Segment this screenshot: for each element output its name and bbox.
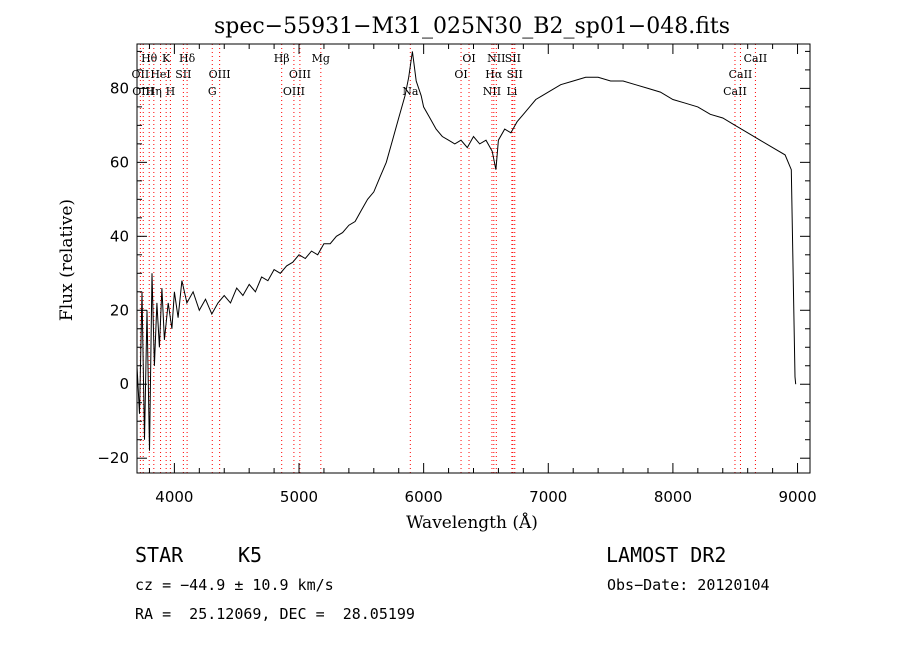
spectral-line-markers — [139, 44, 756, 473]
x-tick-label: 5000 — [280, 488, 318, 506]
y-tick-label: −20 — [97, 449, 129, 467]
spectral-line-label: Mg — [312, 52, 330, 65]
spectral-line-label: OII — [132, 68, 150, 81]
x-axis-ticks: 4000 5000 6000 7000 8000 9000 — [148, 44, 817, 506]
spectral-line-label: OIII — [289, 68, 311, 81]
y-tick-label: 80 — [110, 79, 129, 97]
spectral-line-label: NII — [483, 85, 501, 98]
spectral-line-label: CaII — [723, 85, 747, 98]
y-tick-label: 40 — [110, 227, 129, 245]
x-tick-label: 9000 — [778, 488, 816, 506]
spectral-line-label: HeI — [150, 68, 170, 81]
plot-frame — [136, 43, 811, 474]
spectral-line-label: Hδ — [179, 52, 196, 65]
object-subclass: K5 — [238, 543, 263, 567]
spectral-line-label: Hβ — [274, 52, 290, 65]
x-axis-label: Wavelength (Å) — [406, 512, 538, 533]
spectral-line-label: Hα — [485, 68, 503, 81]
coordinates: RA = 25.12069, DEC = 28.05199 — [135, 605, 415, 623]
spectral-line-label: OI — [454, 68, 467, 81]
y-axis-label: Flux (relative) — [57, 199, 77, 321]
x-tick-label: 7000 — [529, 488, 567, 506]
spectral-line-label: OIII — [283, 85, 305, 98]
spectral-line-label: OI — [462, 52, 475, 65]
survey-name: LAMOST DR2 — [606, 543, 727, 567]
x-tick-label: 4000 — [155, 488, 193, 506]
x-tick-label: 6000 — [405, 488, 443, 506]
spectral-line-label: CaII — [729, 68, 753, 81]
spectral-line-label: K — [162, 52, 171, 65]
object-class: STAR — [135, 543, 184, 567]
spectral-line-label: OIII — [209, 68, 231, 81]
spectral-line-label: Li — [506, 85, 517, 98]
spectral-line-labels: HθOIIOIIIKHeIHηHδSIIHOIIIGHβOIIIOIIIMgNa… — [132, 52, 768, 98]
spectrum-line — [136, 51, 797, 451]
redshift-cz: cz = −44.9 ± 10.9 km/s — [135, 576, 334, 594]
spectrum-series — [136, 51, 797, 451]
spectral-line-label: SII — [505, 52, 521, 65]
spectral-line-label: SII — [175, 68, 191, 81]
observation-date: Obs−Date: 20120104 — [607, 576, 770, 594]
x-tick-label: 8000 — [654, 488, 692, 506]
chart-title: spec−55931−M31_025N30_B2_sp01−048.fits — [214, 14, 730, 39]
spectral-line-label: Hθ — [141, 52, 158, 65]
spectral-line-label: CaII — [744, 52, 768, 65]
spectral-line-label: NII — [487, 52, 505, 65]
y-tick-label: 20 — [110, 301, 129, 319]
y-tick-label: 0 — [119, 375, 129, 393]
spectral-line-label: H — [166, 85, 176, 98]
spectral-line-label: SII — [507, 68, 523, 81]
spectral-line-label: G — [208, 85, 217, 98]
spectral-line-label: Hη — [146, 85, 162, 98]
y-tick-label: 60 — [110, 153, 129, 171]
y-axis-ticks: −20 0 20 40 60 80 — [97, 50, 810, 467]
